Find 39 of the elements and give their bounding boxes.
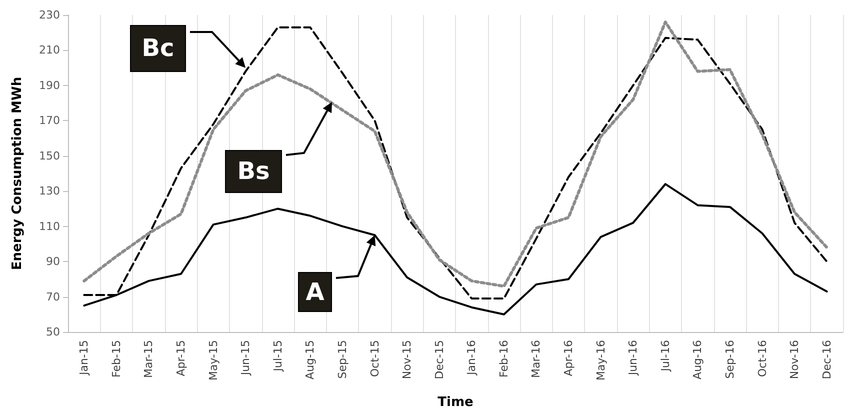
x-tick-label: Apr-15 (174, 340, 188, 376)
x-tick-label: Mar-16 (530, 340, 543, 378)
y-tick-label: 110 (39, 220, 60, 233)
y-tick-label: 50 (46, 326, 60, 338)
x-tick-label: Oct-16 (756, 340, 769, 377)
x-tick-label: Nov-15 (400, 340, 414, 380)
x-axis-title: Time (438, 395, 474, 410)
annotation: Bc (130, 25, 186, 72)
x-tick-label: Nov-16 (788, 340, 802, 380)
x-tick-label: Aug-15 (304, 340, 317, 380)
x-tick-label: Apr-16 (562, 340, 576, 376)
x-tick-label: Jan-16 (465, 340, 478, 376)
y-tick-label: 170 (39, 114, 60, 128)
x-tick-label: Dec-16 (820, 340, 834, 380)
x-tick-label: Sep-15 (336, 340, 349, 379)
x-tick-label: Dec-15 (432, 340, 446, 380)
y-tick-label: 190 (39, 78, 60, 92)
y-tick-label: 130 (39, 184, 60, 198)
x-tick-label: Jul-15 (271, 340, 284, 372)
annotation: Bs (225, 150, 282, 193)
y-tick-label: 150 (39, 149, 60, 162)
x-tick-label: Jun-15 (239, 340, 252, 376)
x-tick-label: May-15 (206, 340, 220, 381)
x-tick-label: Feb-15 (110, 340, 123, 378)
annotation: A (298, 272, 332, 312)
x-tick-label: Oct-15 (368, 340, 382, 377)
y-tick-label: 70 (46, 290, 60, 304)
x-tick-label: Jan-15 (78, 340, 91, 376)
x-tick-label: Feb-16 (497, 340, 510, 378)
y-tick-label: 210 (39, 44, 60, 57)
x-tick-label: Sep-16 (723, 340, 736, 379)
x-tick-label: Jun-16 (626, 340, 640, 376)
x-tick-label: May-16 (594, 340, 608, 381)
x-tick-label: Aug-16 (691, 340, 704, 380)
y-tick-label: 90 (46, 255, 60, 268)
x-tick-label: Jul-16 (658, 340, 672, 372)
x-tick-label: Mar-15 (142, 340, 156, 378)
y-axis-title: Energy Consumption MWh (10, 76, 25, 270)
y-tick-label: 230 (39, 8, 60, 22)
